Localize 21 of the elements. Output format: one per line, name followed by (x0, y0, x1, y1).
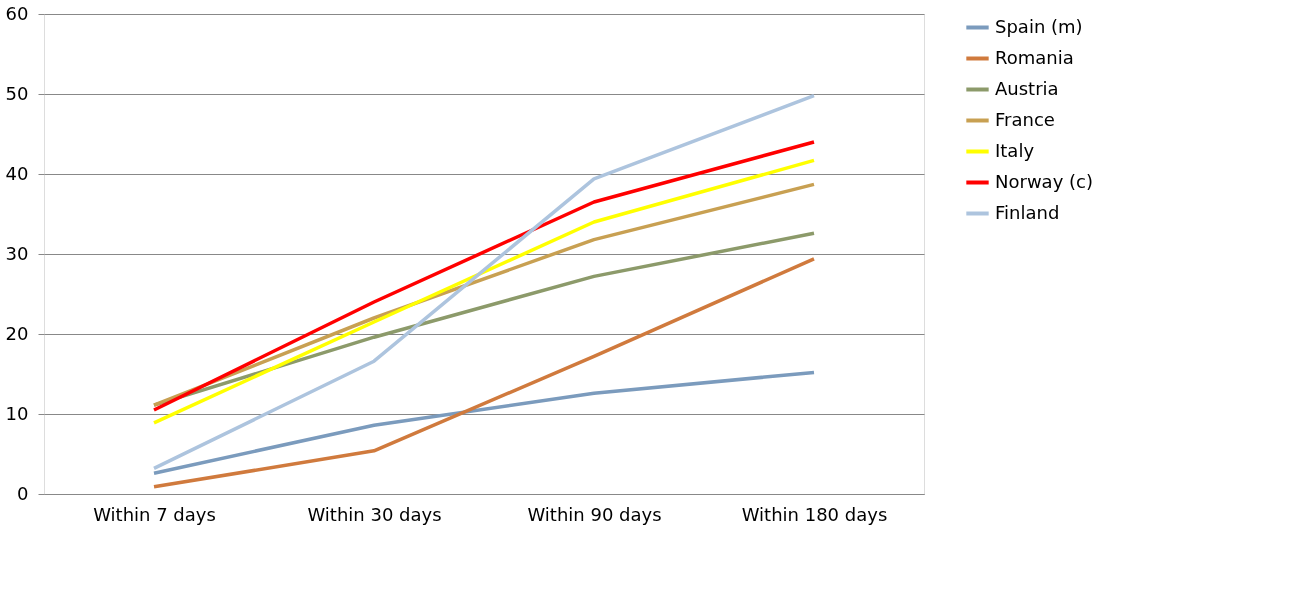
y-tick-label: 40 (5, 162, 29, 184)
legend-label: Finland (995, 201, 1060, 223)
y-tick-label: 0 (17, 482, 29, 504)
x-tick-label: Within 7 days (93, 503, 216, 525)
x-tick-label: Within 180 days (741, 503, 888, 525)
x-tick-label: Within 30 days (307, 503, 442, 525)
legend-label: France (995, 108, 1055, 130)
legend-label: Romania (995, 46, 1074, 68)
line-series (152, 370, 816, 475)
legend-label: Italy (995, 139, 1035, 161)
legend-label: Spain (m) (995, 15, 1083, 37)
x-tick-label: Within 90 days (527, 503, 662, 525)
y-tick-label: 50 (5, 82, 29, 104)
y-tick-label: 20 (5, 322, 29, 344)
y-tick-label: 10 (5, 402, 29, 424)
line-series (152, 257, 816, 489)
line-series (152, 93, 816, 471)
legend-label: Norway (c) (995, 170, 1093, 192)
y-tick-label: 30 (5, 242, 29, 264)
legend-label: Austria (995, 77, 1059, 99)
y-tick-label: 60 (5, 2, 29, 24)
